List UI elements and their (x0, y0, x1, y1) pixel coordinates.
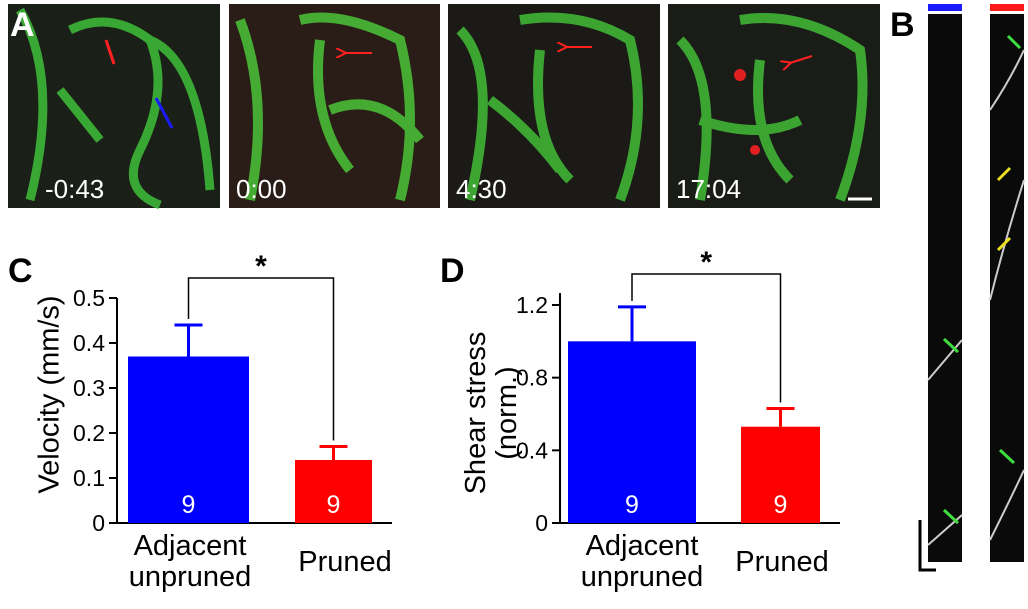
y-tick-label: 0.4 (516, 437, 548, 463)
timestamp: 17:04 (676, 174, 741, 204)
y-tick-label: 0.2 (73, 420, 105, 446)
significance-bracket (631, 273, 782, 403)
y-tick-label: 0.1 (73, 465, 105, 491)
timestamp: 0:00 (236, 174, 287, 204)
micrograph (448, 4, 660, 208)
sample-size: 9 (774, 491, 788, 519)
timestamp: 4:30 (456, 174, 507, 204)
y-tick-label: 0.5 (73, 285, 105, 311)
bar (568, 341, 696, 523)
y-tick-label: 0.3 (73, 375, 105, 401)
timestamp: -0:43 (45, 174, 104, 204)
bar (741, 426, 820, 523)
significance-label: * (255, 250, 267, 283)
scale-bar (918, 520, 936, 572)
micrograph (229, 4, 440, 208)
significance-label: * (700, 246, 712, 279)
panel-label: C (8, 252, 33, 290)
x-tick-label: Pruned (735, 545, 829, 578)
panel-label: A (10, 6, 35, 44)
micrograph (668, 4, 880, 208)
micrograph (8, 4, 220, 210)
panel-label: B (890, 6, 915, 44)
significance-bracket (187, 277, 335, 441)
y-tick-label: 0 (92, 510, 105, 536)
x-tick-label: Adjacent unpruned (128, 530, 252, 593)
panel-label: D (440, 252, 465, 290)
kymograph (927, 4, 963, 562)
x-tick-label: Adjacent unpruned (580, 530, 704, 593)
kymograph (989, 4, 1025, 562)
sample-size: 9 (327, 491, 341, 519)
y-axis-label: Velocity (mm/s) (33, 294, 66, 494)
y-tick-label: 0.4 (73, 330, 105, 356)
x-tick-label: Pruned (298, 545, 392, 578)
y-tick-label: 0 (535, 510, 548, 536)
y-tick-label: 1.2 (516, 292, 548, 318)
bar (295, 460, 372, 523)
sample-size: 9 (625, 491, 639, 519)
y-tick-label: 0.8 (516, 365, 548, 391)
y-axis-label: Shear stress (norm.) (460, 331, 523, 495)
sample-size: 9 (182, 491, 196, 519)
bar (128, 356, 249, 523)
